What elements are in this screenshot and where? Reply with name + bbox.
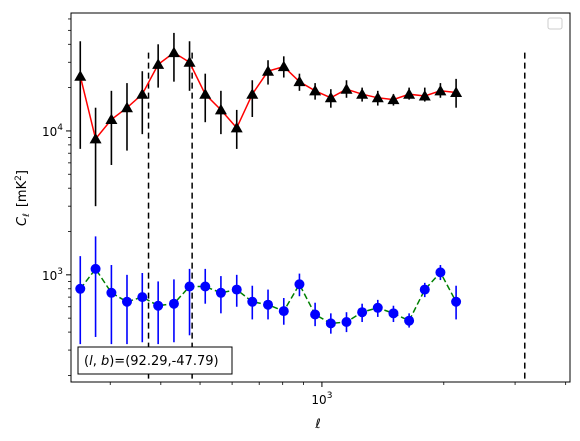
point-s1-19 xyxy=(372,302,383,313)
point-s0-24 xyxy=(450,86,463,97)
point-s1-8 xyxy=(200,281,211,292)
axis-tick-labels: 103 103 104 xyxy=(42,123,332,407)
vertical-lines xyxy=(147,52,526,382)
y-tick-label-1: 104 xyxy=(42,123,63,139)
point-s1-13 xyxy=(278,306,289,317)
series-markers xyxy=(74,46,463,329)
point-s1-3 xyxy=(121,296,132,307)
point-s1-22 xyxy=(419,284,430,295)
point-s0-5 xyxy=(152,58,165,69)
point-s0-3 xyxy=(120,101,133,113)
point-s0-20 xyxy=(387,93,400,105)
point-s0-11 xyxy=(246,88,259,99)
point-s1-17 xyxy=(341,317,352,328)
point-s0-17 xyxy=(340,83,353,94)
point-s0-0 xyxy=(74,70,87,81)
y-axis-label-sup: 2 xyxy=(14,175,24,181)
point-s0-14 xyxy=(293,75,306,87)
point-s1-10 xyxy=(231,284,242,295)
point-s0-23 xyxy=(434,84,447,96)
y-axis-label: Cℓ [mK2] xyxy=(14,170,32,226)
svg-text:Cℓ[mK2]: Cℓ [mK2] xyxy=(14,170,32,226)
point-s1-14 xyxy=(294,279,305,290)
point-s0-16 xyxy=(324,91,337,103)
point-s1-20 xyxy=(388,308,399,319)
point-s0-6 xyxy=(167,46,180,58)
y-axis-label-close: ] xyxy=(15,170,30,175)
point-s1-23 xyxy=(435,267,446,278)
point-s0-7 xyxy=(183,56,196,67)
annotation-text: (l, b)=(92.29,-47.79) xyxy=(84,354,219,369)
point-s1-16 xyxy=(325,318,336,329)
y-tick-label-0: 103 xyxy=(42,267,63,283)
point-s0-18 xyxy=(356,88,369,99)
point-s1-0 xyxy=(75,283,86,294)
point-s1-6 xyxy=(168,298,179,309)
point-s1-15 xyxy=(310,309,321,320)
y-axis-label-unit: [mK xyxy=(15,180,30,207)
plot-area xyxy=(71,13,570,382)
point-s1-11 xyxy=(247,296,258,307)
point-s0-12 xyxy=(262,65,275,76)
x-tick-label-0: 103 xyxy=(311,391,332,407)
point-s1-4 xyxy=(137,292,148,303)
point-s0-10 xyxy=(230,121,243,133)
point-s0-9 xyxy=(214,103,227,115)
point-s1-24 xyxy=(451,296,462,307)
x-axis-label: ℓ xyxy=(314,417,320,432)
point-s0-13 xyxy=(277,60,290,72)
y-axis-label-sub: ℓ xyxy=(22,213,32,218)
point-s1-12 xyxy=(263,299,274,310)
point-s0-2 xyxy=(105,113,118,125)
point-s0-15 xyxy=(309,84,322,96)
point-s1-2 xyxy=(106,287,117,298)
annotation-box: (l, b)=(92.29,-47.79) xyxy=(77,346,233,375)
axis-ticks xyxy=(66,18,567,387)
point-s1-21 xyxy=(404,315,415,326)
point-s0-22 xyxy=(418,89,431,101)
y-axis-label-main: C xyxy=(15,216,30,226)
plot-frame xyxy=(70,12,571,383)
point-s0-19 xyxy=(371,91,384,103)
point-s1-5 xyxy=(153,300,164,311)
point-s1-7 xyxy=(184,281,195,292)
point-s0-4 xyxy=(136,88,149,99)
point-s0-21 xyxy=(403,88,416,99)
point-s1-1 xyxy=(90,263,101,274)
point-s1-18 xyxy=(357,307,368,318)
point-s0-1 xyxy=(89,132,102,144)
legend-box xyxy=(547,17,563,30)
point-s1-9 xyxy=(215,287,226,298)
point-s0-8 xyxy=(199,88,212,99)
